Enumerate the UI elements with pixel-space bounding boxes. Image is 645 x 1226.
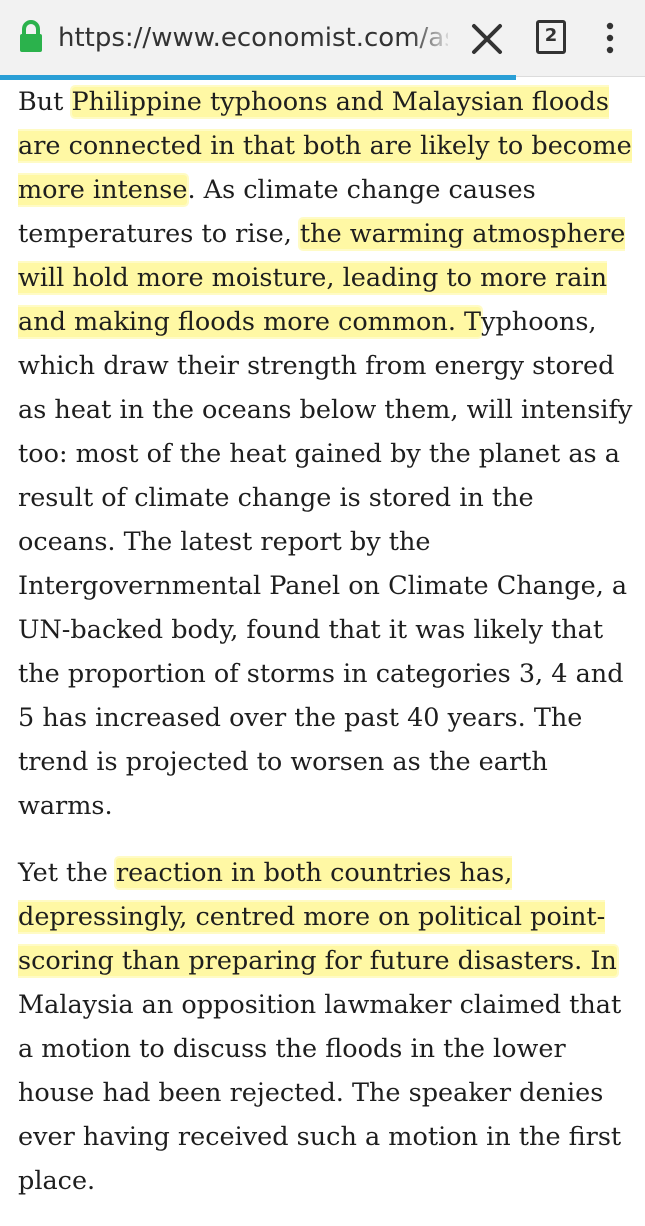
text-run: . As climate change causes temperatures … [18,175,536,249]
page-load-progress [0,75,516,80]
paragraph-1: But Philippine typhoons and Malaysian fl… [18,80,638,828]
address-bar[interactable]: https://www.economist.com/asi [58,23,448,53]
lock-icon[interactable] [18,20,44,54]
address-bar-fade [410,20,454,56]
close-icon[interactable] [470,22,504,56]
text-run: Malaysia an opposition lawmaker claimed … [18,990,622,1196]
browser-toolbar: https://www.economist.com/asi 2 [0,0,645,77]
tabs-icon[interactable]: 2 [536,20,566,54]
article-body: But Philippine typhoons and Malaysian fl… [18,80,638,1226]
text-run: yphoons, which draw their strength from … [18,307,633,821]
text-run: But [18,87,72,117]
menu-icon[interactable] [600,20,620,56]
text-run: Yet the [18,858,116,888]
paragraph-2: Yet the reaction in both countries has, … [18,851,638,1203]
